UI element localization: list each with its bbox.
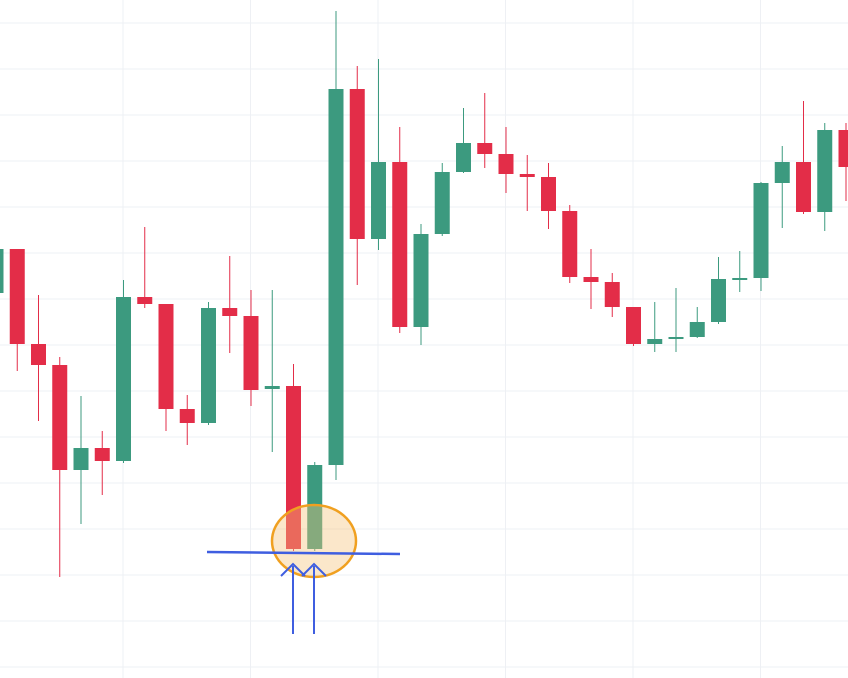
candle-body bbox=[753, 183, 769, 278]
candle-body bbox=[817, 130, 833, 212]
candle-body bbox=[222, 308, 238, 316]
candle-body bbox=[604, 282, 620, 307]
candle-body bbox=[413, 234, 429, 327]
candle-body bbox=[711, 279, 726, 322]
candle-body bbox=[307, 465, 323, 549]
candle-body bbox=[541, 177, 556, 211]
candle-body bbox=[668, 337, 684, 339]
candle-body bbox=[9, 249, 25, 344]
candle-body bbox=[456, 143, 471, 172]
candle-body bbox=[434, 172, 450, 234]
candle-body bbox=[243, 316, 259, 390]
candle-body bbox=[116, 297, 131, 461]
candle-body bbox=[371, 162, 386, 239]
candle-body bbox=[774, 162, 790, 183]
candle-body bbox=[179, 409, 195, 423]
candle-body bbox=[498, 154, 514, 174]
candle-body bbox=[477, 143, 493, 154]
candle-body bbox=[264, 386, 280, 389]
candle-body bbox=[73, 448, 89, 470]
arrow bbox=[280, 562, 306, 634]
candle-body bbox=[52, 365, 68, 470]
candle-body bbox=[158, 304, 174, 409]
candle-body bbox=[328, 89, 344, 465]
candle-body bbox=[519, 174, 535, 177]
arrow bbox=[301, 562, 327, 634]
candle-body bbox=[647, 339, 663, 344]
candle-body bbox=[626, 307, 641, 344]
support-line bbox=[206, 550, 401, 556]
candle-body bbox=[31, 344, 46, 365]
candle-body bbox=[392, 162, 408, 327]
candle-body bbox=[838, 130, 848, 167]
candle-body bbox=[0, 249, 4, 293]
annotation bbox=[206, 503, 401, 634]
candle-body bbox=[201, 308, 216, 423]
candle-body bbox=[94, 448, 110, 461]
candles bbox=[0, 11, 848, 577]
candle-body bbox=[732, 278, 748, 280]
candle-body bbox=[349, 89, 365, 239]
candle-body bbox=[137, 297, 153, 304]
candle-body bbox=[689, 322, 705, 337]
candle-body bbox=[562, 211, 578, 277]
candle-body bbox=[583, 277, 599, 282]
candle-body bbox=[796, 162, 811, 212]
